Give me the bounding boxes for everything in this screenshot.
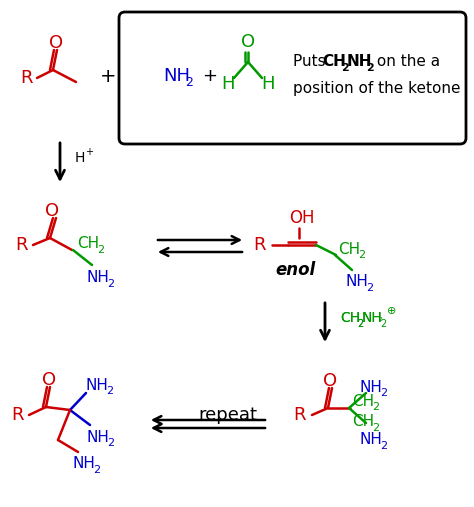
Text: +: + xyxy=(100,66,116,86)
Text: CH: CH xyxy=(77,236,99,251)
Text: 2: 2 xyxy=(107,279,114,289)
Text: on the a: on the a xyxy=(372,54,440,69)
Text: R: R xyxy=(294,406,306,424)
Text: 2: 2 xyxy=(341,63,349,73)
Text: O: O xyxy=(42,371,56,389)
Text: ₂: ₂ xyxy=(379,313,383,323)
Text: 2: 2 xyxy=(372,423,379,433)
Text: CH: CH xyxy=(352,393,374,409)
Text: 2: 2 xyxy=(107,438,114,448)
Text: 2: 2 xyxy=(380,388,387,398)
Text: O: O xyxy=(241,33,255,51)
Text: 2: 2 xyxy=(358,250,365,260)
Text: ⊕: ⊕ xyxy=(387,306,396,316)
Text: NH: NH xyxy=(73,456,96,472)
Text: position of the ketone: position of the ketone xyxy=(293,81,461,95)
Text: R: R xyxy=(21,69,33,87)
Text: NH: NH xyxy=(360,432,383,448)
Text: +: + xyxy=(202,67,218,85)
Text: R: R xyxy=(16,236,28,254)
Text: NH: NH xyxy=(346,274,369,289)
Text: +: + xyxy=(85,147,93,157)
Text: H: H xyxy=(261,75,275,93)
Text: H: H xyxy=(221,75,235,93)
Text: 2: 2 xyxy=(93,465,100,475)
Text: CH: CH xyxy=(340,311,360,325)
Text: 2: 2 xyxy=(185,77,193,90)
Text: R: R xyxy=(254,236,266,254)
Text: OH: OH xyxy=(289,209,315,227)
Text: Puts: Puts xyxy=(293,54,330,69)
Text: 2: 2 xyxy=(380,441,387,451)
Text: O: O xyxy=(323,372,337,390)
Text: CH: CH xyxy=(338,241,360,257)
Text: 2: 2 xyxy=(357,319,363,329)
Text: R: R xyxy=(12,406,24,424)
Text: CH: CH xyxy=(340,311,360,325)
FancyBboxPatch shape xyxy=(119,12,466,144)
Text: NH: NH xyxy=(362,311,383,325)
Text: O: O xyxy=(49,34,63,52)
Text: repeat: repeat xyxy=(199,406,257,424)
Text: 2: 2 xyxy=(97,245,104,255)
Text: CH: CH xyxy=(352,415,374,429)
Text: 2: 2 xyxy=(357,319,363,329)
Text: 2: 2 xyxy=(366,63,374,73)
Text: CH: CH xyxy=(322,54,346,69)
Text: 2: 2 xyxy=(380,319,386,329)
Text: NH: NH xyxy=(86,378,109,392)
Text: NH: NH xyxy=(87,271,110,285)
Text: H: H xyxy=(75,151,85,165)
Text: enol: enol xyxy=(276,261,316,279)
Text: NH: NH xyxy=(362,311,383,325)
Text: O: O xyxy=(45,202,59,220)
Text: NH: NH xyxy=(360,380,383,394)
Text: NH: NH xyxy=(163,67,190,85)
Text: 2: 2 xyxy=(372,402,379,412)
Text: NH: NH xyxy=(347,54,373,69)
Text: 2: 2 xyxy=(106,386,113,396)
Text: 2: 2 xyxy=(366,283,373,293)
Text: NH: NH xyxy=(87,429,110,445)
